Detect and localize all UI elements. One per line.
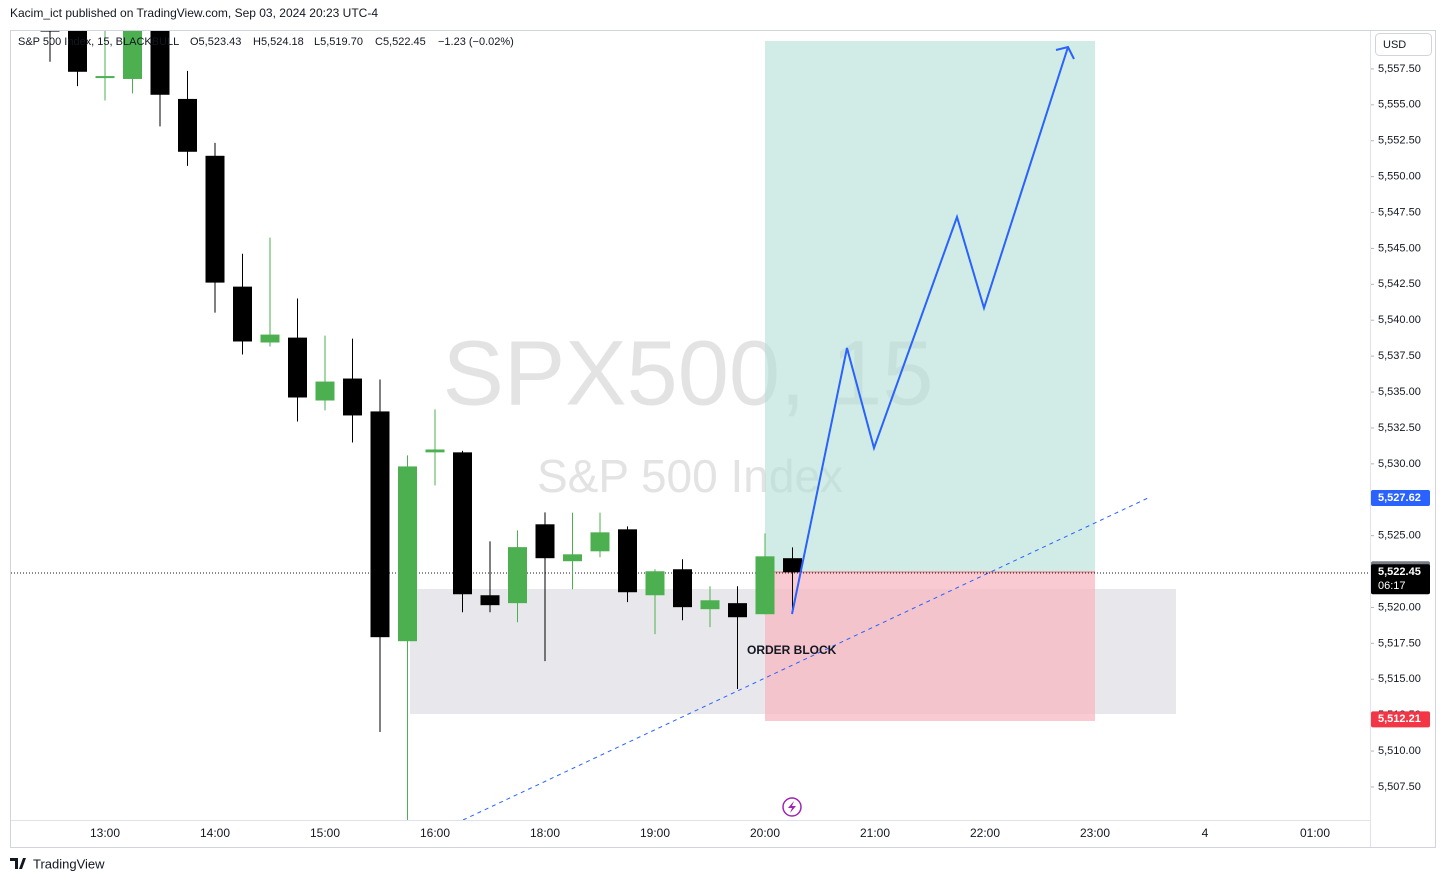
order-block-label: ORDER BLOCK — [747, 643, 837, 657]
header-symbol: S&P 500 Index, 15, BLACKBULL — [18, 36, 179, 48]
header-low: L5,519.70 — [314, 36, 363, 48]
x-tick-label: 01:00 — [1300, 826, 1330, 840]
y-tick-label: 5,515.00 — [1378, 673, 1421, 685]
x-tick-label: 14:00 — [200, 826, 230, 840]
candle-body — [453, 452, 472, 595]
y-tick-label: 5,550.00 — [1378, 171, 1421, 183]
y-tick-label: 5,530.00 — [1378, 458, 1421, 470]
y-tick-label: 5,517.50 — [1378, 637, 1421, 649]
candle-body — [123, 31, 142, 79]
y-tick-label: 5,552.50 — [1378, 135, 1421, 147]
event-icon-bolt — [788, 801, 796, 813]
x-tick-label: 20:00 — [750, 826, 780, 840]
x-tick-label: 23:00 — [1080, 826, 1110, 840]
candle-body — [343, 378, 362, 416]
y-tick-label: 5,535.00 — [1378, 386, 1421, 398]
candle-body — [205, 155, 225, 283]
projection-arrowhead — [1055, 45, 1075, 60]
candle-body — [233, 286, 252, 342]
x-tick-label: 15:00 — [310, 826, 340, 840]
candle-body — [178, 98, 197, 152]
y-tick-label: 5,545.00 — [1378, 242, 1421, 254]
candle-body — [370, 411, 390, 638]
header-change: −1.23 (−0.02%) — [438, 36, 514, 48]
candle-body — [728, 603, 747, 618]
header-close: C5,522.45 — [375, 36, 426, 48]
brand: TradingView — [33, 856, 105, 871]
candle-body — [563, 554, 582, 562]
frame — [10, 30, 1436, 848]
y-tick-label: 5,520.00 — [1378, 601, 1421, 613]
candle-body — [315, 381, 335, 401]
candle-body — [508, 547, 527, 604]
y-tick-label: 5,510.00 — [1378, 745, 1421, 757]
price-label: 5,512.21 — [1378, 713, 1421, 725]
x-tick-label: 16:00 — [420, 826, 450, 840]
brand-logo: TradingView — [10, 856, 105, 871]
price-label: 5,527.62 — [1378, 492, 1421, 504]
candle-body — [40, 31, 60, 32]
candle-body — [260, 334, 280, 343]
y-tick-label: 5,555.00 — [1378, 99, 1421, 111]
x-tick-label: 19:00 — [640, 826, 670, 840]
y-tick-label: 5,547.50 — [1378, 206, 1421, 218]
x-tick-label: 21:00 — [860, 826, 890, 840]
candles — [40, 31, 802, 820]
candle-body — [700, 600, 720, 610]
header-open: O5,523.43 — [190, 36, 241, 48]
trend-line — [462, 497, 1149, 821]
price-label-bg — [1371, 564, 1430, 595]
target-zone — [765, 41, 1095, 572]
candle-body — [288, 337, 307, 398]
y-tick-label: 5,525.00 — [1378, 530, 1421, 542]
x-tick-label: 13:00 — [90, 826, 120, 840]
price-label: 5,522.45 — [1378, 566, 1421, 578]
y-tick-label: 5,540.00 — [1378, 314, 1421, 326]
candle-body — [425, 449, 445, 453]
candle-body — [95, 76, 115, 79]
price-label-bg — [1371, 490, 1430, 507]
projection-path — [791, 46, 1069, 615]
x-tick-label: 18:00 — [530, 826, 560, 840]
y-tick-label: 5,542.50 — [1378, 278, 1421, 290]
candle-body — [68, 31, 87, 72]
y-tick-label: 5,557.50 — [1378, 63, 1421, 75]
y-tick-label: 5,532.50 — [1378, 422, 1421, 434]
candle-body — [480, 595, 500, 606]
x-tick-label: 4 — [1202, 826, 1209, 840]
price-label-bg — [1371, 711, 1430, 728]
y-tick-label: 5,507.50 — [1378, 781, 1421, 793]
x-tick-label: 22:00 — [970, 826, 1000, 840]
publisher: Kacim_ict published on TradingView.com, … — [10, 6, 378, 20]
stop-zone — [765, 572, 1095, 721]
header-high: H5,524.18 — [253, 36, 304, 48]
drawings — [11, 31, 1370, 821]
currency-button[interactable] — [1375, 33, 1432, 56]
candle-body — [783, 558, 802, 573]
candle-body — [535, 524, 555, 559]
candle-body — [150, 31, 170, 95]
price-countdown: 06:17 — [1378, 580, 1406, 592]
candle-body — [755, 556, 775, 615]
currency[interactable]: USD — [1383, 39, 1406, 51]
candle-body — [645, 571, 665, 596]
candle-body — [618, 529, 637, 593]
candle-body — [398, 466, 417, 642]
candle-body — [673, 569, 692, 608]
y-tick-label: 5,537.50 — [1378, 350, 1421, 362]
candle-body — [590, 532, 610, 552]
